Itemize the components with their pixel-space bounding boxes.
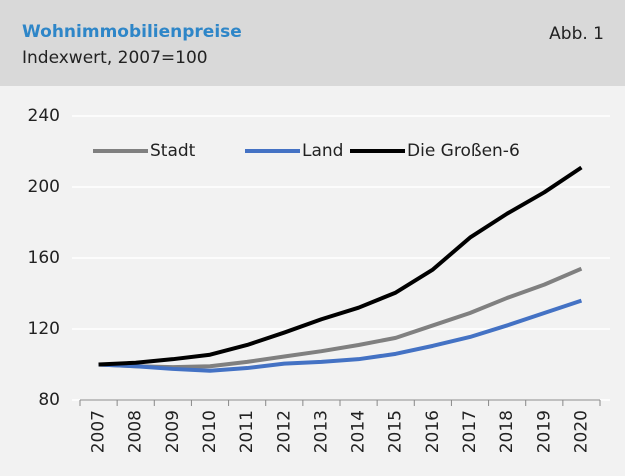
line-series [98,165,583,367]
y-tick-label: 80 [38,390,60,410]
legend-label: Stadt [150,141,196,161]
x-tick-label: 2015 [386,410,406,453]
line-series [98,298,583,373]
x-tick-label: 2020 [571,410,591,453]
x-tick-label: 2017 [460,410,480,453]
x-tick-label: 2018 [497,410,517,453]
figure-label: Abb. 1 [549,24,604,44]
y-tick-label: 120 [28,319,60,339]
x-tick-label: 2019 [534,410,554,453]
x-tick-label: 2014 [349,410,369,453]
chart-title: Wohnimmobilienpreise [22,22,242,42]
x-tick-label: 2010 [200,410,220,453]
x-tick-label: 2013 [311,410,331,453]
legend-label: Die Großen-6 [407,141,520,161]
x-tick-label: 2008 [126,410,146,453]
x-tick-label: 2016 [423,410,443,453]
x-tick-label: 2011 [237,410,257,453]
x-tick-label: 2012 [274,410,294,453]
chart-subtitle: Indexwert, 2007=100 [22,48,208,68]
line-series [98,266,583,370]
x-tick-label: 2007 [89,410,109,453]
header [0,0,625,86]
x-tick-label: 2009 [163,410,183,453]
y-tick-label: 240 [28,106,60,126]
y-tick-label: 200 [28,177,60,197]
y-tick-label: 160 [28,248,60,268]
legend-label: Land [302,141,343,161]
